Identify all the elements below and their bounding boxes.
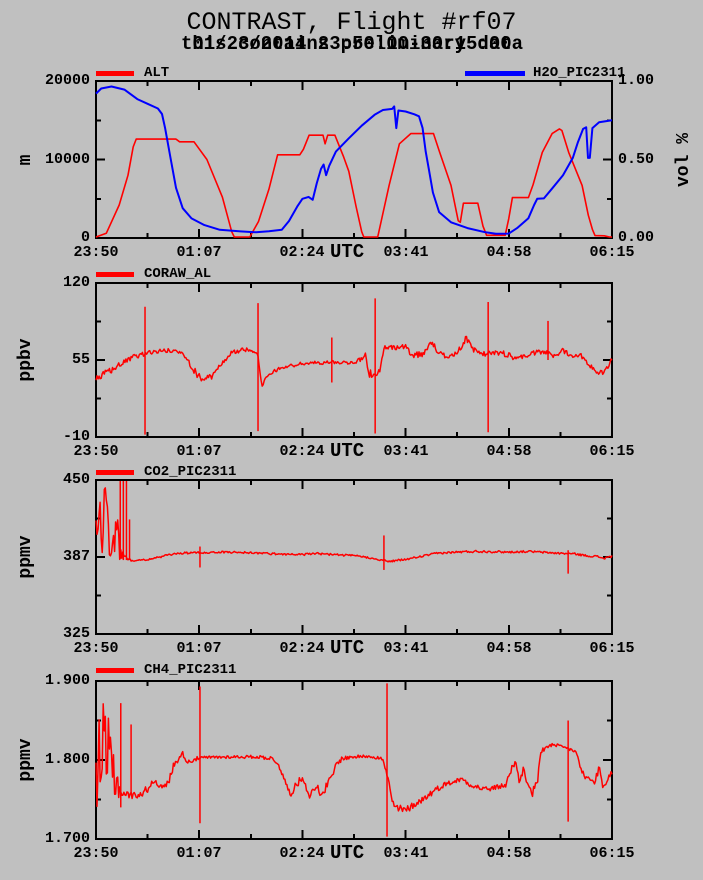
panel-3-xtick: 23:50 [73,640,119,657]
panel-2-xtick: 04:58 [486,443,532,460]
panel-3-xtick: 01:07 [176,640,222,657]
panel-4-utc-label: UTC [330,842,365,864]
panel-1-ytick-left: 20000 [44,72,90,89]
panel-1-ytick-left: 0 [80,229,90,246]
panel-2-ylabel-left: ppbv [16,338,36,382]
panel-2-legend-swatch-coraw_al [96,272,134,277]
panel-1-legend-swatch-alt [96,71,134,76]
panel-1-xtick: 01:07 [176,244,222,261]
panel-2-ytick-left: -10 [62,428,90,445]
panel-1-xtick: 03:41 [383,244,429,261]
panel-1-ylabel-right: vol % [674,132,694,188]
panel-3-legend-swatch-co2_pic2311 [96,470,134,475]
panel-4-legend-label-ch4_pic2311: CH4_PIC2311 [144,662,237,678]
panel-3-xtick: 04:58 [486,640,532,657]
panel-1-legend-swatch-h2o_pic2311 [465,71,525,76]
panel-3-ytick-left: 387 [62,548,90,565]
page-title: CONTRAST, Flight #rf07 [186,8,517,37]
panel-3-legend-label-co2_pic2311: CO2_PIC2311 [144,464,237,480]
panel-3-xtick: 06:15 [589,640,635,657]
panel-3-ylabel-left: ppmv [16,535,36,579]
subtitle-date-range: 01/23/2014 23:50:00-30:15:00 [192,33,512,55]
panel-1-legend-label-h2o_pic2311: H2O_PIC2311 [533,65,626,81]
panel-1-ylabel-left: m [16,154,36,166]
panel-4-xtick: 06:15 [589,845,635,862]
panel-2-utc-label: UTC [330,440,365,462]
panel-4-ytick-left: 1.900 [44,672,90,689]
panel-1-ytick-left: 10000 [44,151,90,168]
panel-1-ytick-right: 0.50 [618,151,655,168]
panel-4-xtick: 02:24 [279,845,325,862]
panel-1-ytick-right: 0.00 [618,229,655,246]
panel-4-ytick-left: 1.800 [44,751,90,768]
panel-2-legend-label-coraw_al: CORAW_AL [144,266,212,282]
panel-1-xtick: 23:50 [73,244,119,261]
panel-4-legend-swatch-ch4_pic2311 [96,668,134,673]
panel-1-xtick: 04:58 [486,244,532,261]
panel-4-ylabel-left: ppmv [16,738,36,782]
panel-1-xtick: 06:15 [589,244,635,261]
panel-4-xtick: 01:07 [176,845,222,862]
panel-4-xtick: 04:58 [486,845,532,862]
panel-1-xtick: 02:24 [279,244,325,261]
panel-3-ytick-left: 450 [62,471,90,488]
panel-2-ytick-left: 55 [71,351,90,368]
panel-3-xtick: 02:24 [279,640,325,657]
panel-2-xtick: 03:41 [383,443,429,460]
panel-3-ytick-left: 325 [62,625,90,642]
panel-4-xtick: 03:41 [383,845,429,862]
panel-2-xtick: 23:50 [73,443,119,460]
panel-2-xtick: 06:15 [589,443,635,460]
subtitle-preliminary-warning: this contains preliminary data [180,33,524,55]
panel-3-xtick: 03:41 [383,640,429,657]
panel-2-ytick-left: 120 [62,274,90,291]
panel-2-xtick: 01:07 [176,443,222,460]
panel-1-utc-label: UTC [330,241,365,263]
panel-4-ytick-left: 1.700 [44,830,90,847]
panel-4-xtick: 23:50 [73,845,119,862]
panel-2-xtick: 02:24 [279,443,325,460]
panel-3-utc-label: UTC [330,637,365,659]
panel-1-ytick-right: 1.00 [618,72,655,89]
panel-1-legend-label-alt: ALT [144,65,170,81]
